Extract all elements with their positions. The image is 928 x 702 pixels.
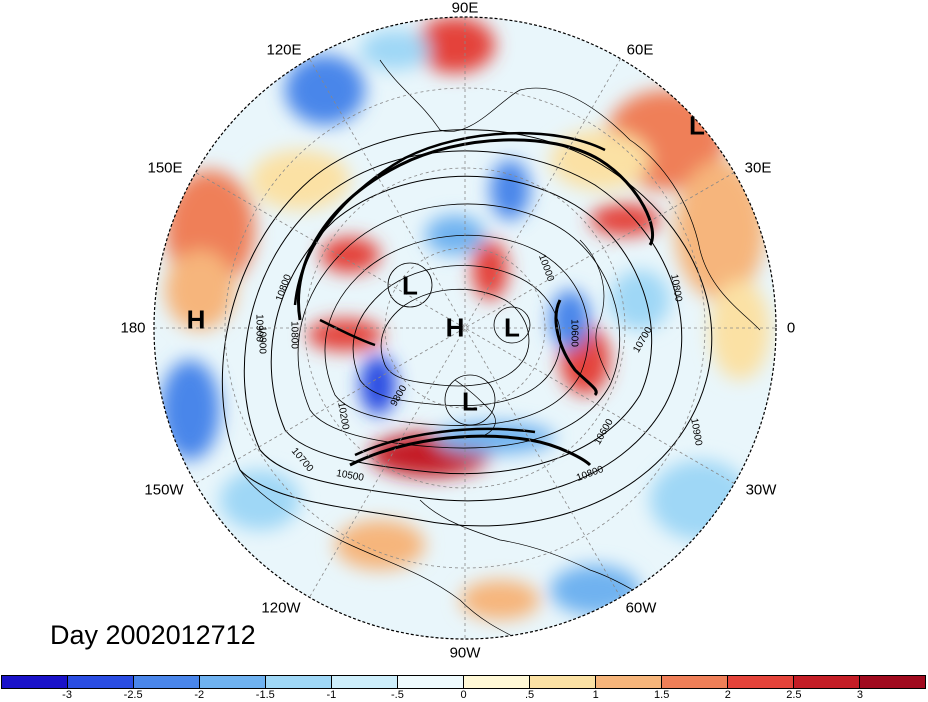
- lon-label-150e: 150E: [147, 159, 183, 177]
- low-pressure-marker: L: [504, 312, 520, 343]
- colorbar-tick-label: 0: [460, 689, 467, 701]
- colorbar-tick-label: 2: [724, 689, 731, 701]
- lon-label-90w: 90W: [449, 644, 481, 662]
- colorbar-swatch: [794, 676, 860, 688]
- colorbar-swatch: [134, 676, 200, 688]
- colorbar-tick-label: 1: [592, 689, 599, 701]
- lon-label-150w: 150W: [144, 481, 184, 499]
- colorbar-tick-label: -2.5: [123, 689, 143, 701]
- lon-label-0: 0: [786, 319, 796, 337]
- low-pressure-marker: L: [689, 110, 705, 141]
- colorbar-swatch: [2, 676, 68, 688]
- height-contours: [221, 129, 713, 527]
- contour-label: 10900: [256, 326, 268, 354]
- lon-label-30e: 30E: [744, 159, 772, 177]
- colorbar-swatch: [728, 676, 794, 688]
- colorbar-tick-label: 1.5: [654, 689, 670, 701]
- lon-label-120w: 120W: [261, 599, 301, 617]
- lon-label-60e: 60E: [626, 41, 654, 59]
- colorbar-tick-label: -3: [62, 689, 72, 701]
- colorbar: [1, 675, 926, 689]
- lon-label-120e: 120E: [266, 41, 302, 59]
- date-title: Day 2002012712: [50, 620, 256, 650]
- colorbar-swatch: [596, 676, 662, 688]
- colorbar-tick-label: .5: [524, 689, 535, 701]
- lon-label-180: 180: [120, 319, 146, 337]
- colorbar-swatch: [530, 676, 596, 688]
- low-pressure-marker: L: [402, 270, 418, 301]
- colorbar-tick-label: 2.5: [786, 689, 802, 701]
- colorbar-tick-label: 3: [856, 689, 863, 701]
- high-pressure-marker: H: [186, 304, 206, 335]
- colorbar-swatch: [200, 676, 266, 688]
- colorbar-swatch: [464, 676, 530, 688]
- lon-label-30w: 30W: [745, 481, 777, 499]
- lon-label-60w: 60W: [625, 599, 657, 617]
- lon-label-90e: 90E: [451, 0, 479, 17]
- low-pressure-marker: L: [462, 386, 478, 417]
- colorbar-swatch: [398, 676, 464, 688]
- graticule: [154, 17, 776, 639]
- colorbar-tick-label: -1.5: [255, 689, 275, 701]
- colorbar-swatch: [860, 676, 925, 688]
- high-pressure-marker: H: [445, 312, 465, 343]
- contour-label: 10600: [568, 319, 580, 347]
- colorbar-swatch: [332, 676, 398, 688]
- colorbar-tick-label: -2: [194, 689, 205, 701]
- map-boundary: [153, 16, 777, 640]
- colorbar-swatch: [266, 676, 332, 688]
- contour-label: 10800: [288, 321, 300, 349]
- colorbar-tick-label: -1: [326, 689, 337, 701]
- colorbar-swatch: [68, 676, 134, 688]
- colorbar-swatch: [662, 676, 728, 688]
- colorbar-tick-label: -.5: [391, 689, 404, 701]
